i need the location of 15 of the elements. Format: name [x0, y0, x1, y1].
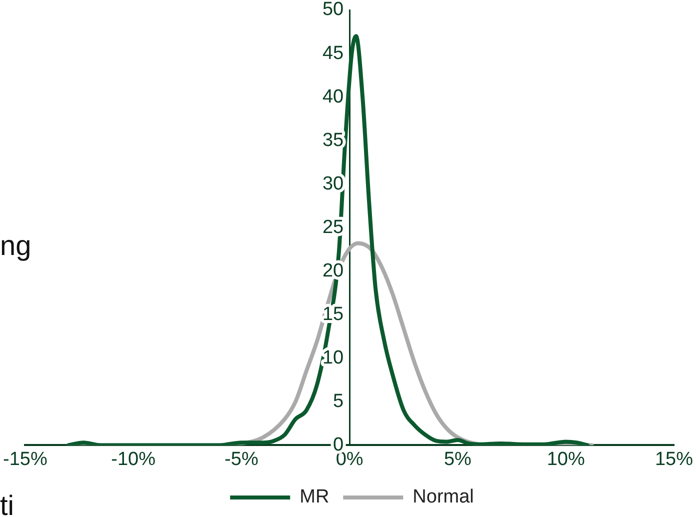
- legend-label: Normal: [412, 486, 474, 508]
- y-tick-label: 5: [333, 390, 344, 412]
- x-tick-label: 5%: [444, 448, 472, 470]
- legend-label: MR: [300, 486, 330, 508]
- x-tick-label: -5%: [224, 448, 258, 470]
- x-tick-label: -15%: [3, 448, 48, 470]
- x-tick-label: -10%: [111, 448, 156, 470]
- y-tick-label: 50: [322, 0, 344, 20]
- annotation: ng: [0, 230, 32, 261]
- y-tick-label: 35: [322, 130, 344, 151]
- y-tick-label: 40: [322, 86, 344, 108]
- x-tick-label: 15%: [654, 448, 694, 470]
- y-tick-label: 45: [322, 42, 344, 64]
- x-tick-label: 10%: [546, 448, 585, 470]
- text: ti: [0, 490, 14, 517]
